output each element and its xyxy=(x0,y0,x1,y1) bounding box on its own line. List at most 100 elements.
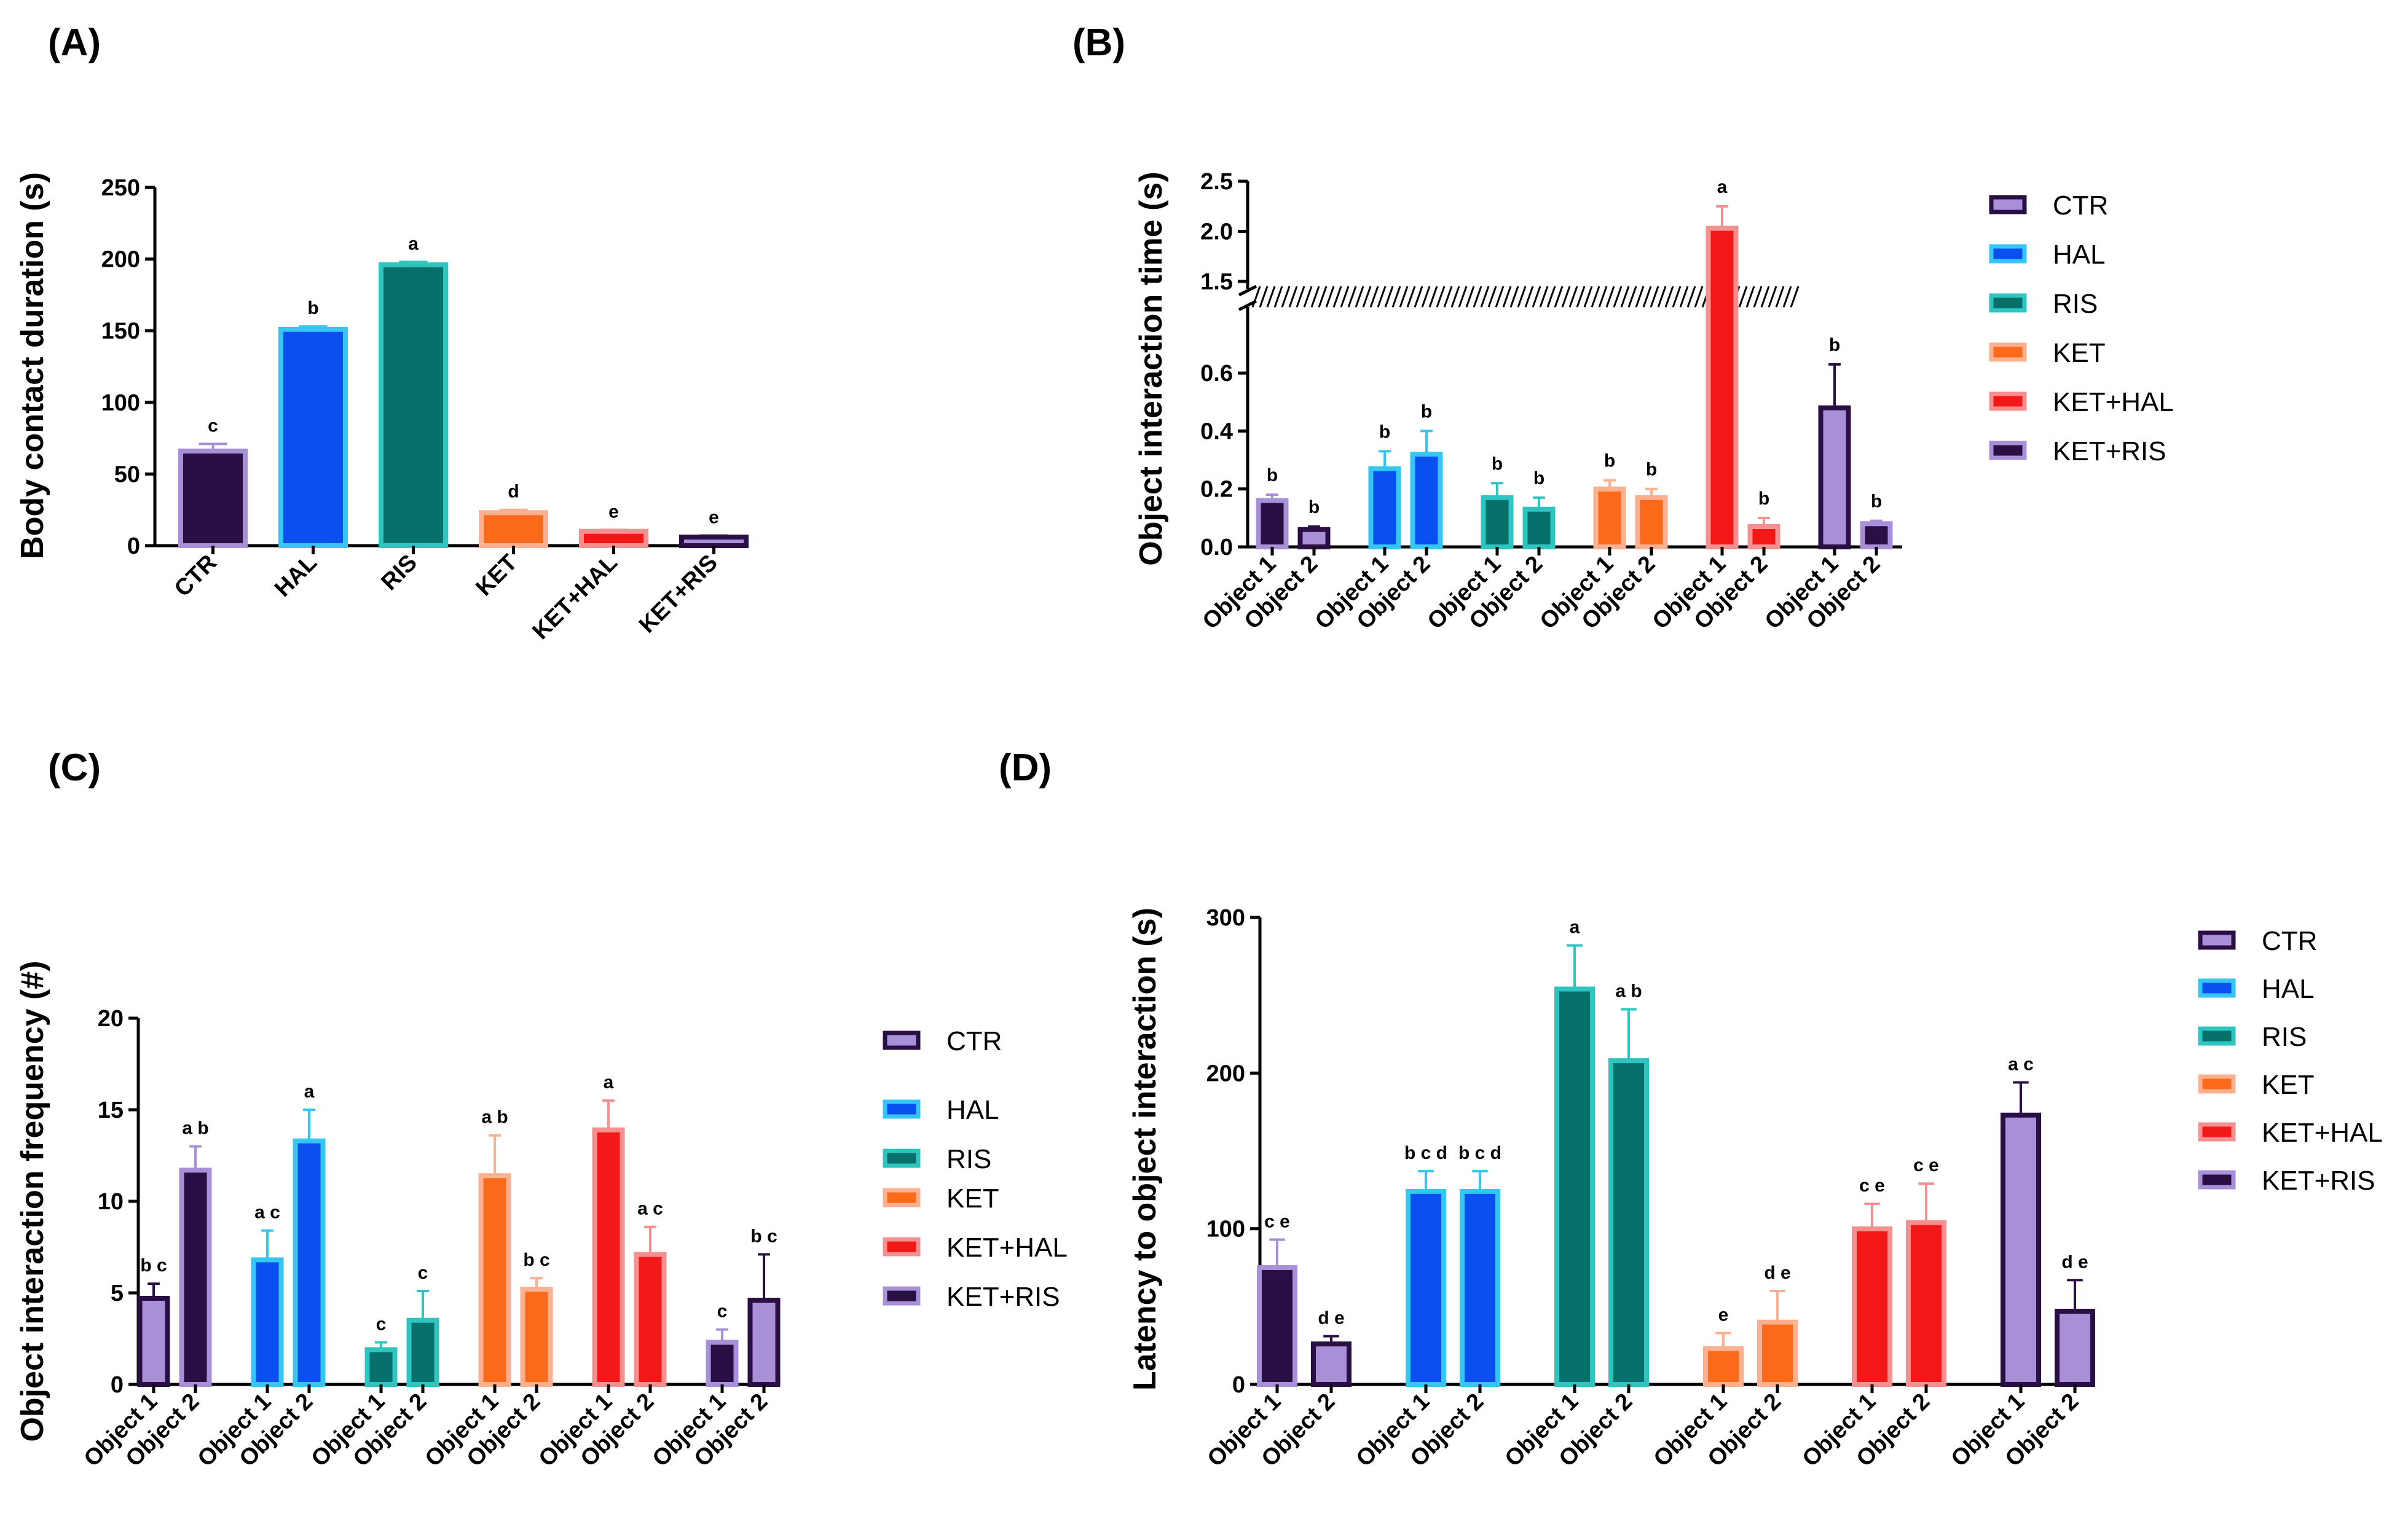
sig-label-11: b c xyxy=(750,1226,777,1246)
legend-label-5: KET+RIS xyxy=(2262,1166,2375,1196)
sig-label-4: e xyxy=(608,501,619,522)
sig-label-8: a xyxy=(1717,177,1728,197)
y-tick-label-upper-0: 1.5 xyxy=(1200,269,1233,295)
hatch-line xyxy=(1539,286,1549,308)
sig-label-7: d e xyxy=(1764,1263,1790,1283)
legend-swatch-3 xyxy=(1989,342,2027,362)
bar-0 xyxy=(1257,1265,1297,1387)
legend-label-2: RIS xyxy=(2262,1022,2307,1052)
y-tick-label-1: 100 xyxy=(1206,1217,1245,1242)
sig-label-7: b xyxy=(1646,460,1657,480)
legend-label-1: HAL xyxy=(2262,974,2315,1004)
legend-swatch-5 xyxy=(2198,1170,2236,1190)
panel-letter: (B) xyxy=(1072,22,1125,64)
x-tick-label-3: KET xyxy=(471,550,522,601)
hatch-line xyxy=(1362,286,1372,308)
y-tick-label-4: 20 xyxy=(98,1006,124,1032)
hatch-line xyxy=(1436,286,1446,308)
sig-label-5: e xyxy=(709,508,719,528)
hatch-line xyxy=(1561,286,1571,308)
x-tick-label-0: CTR xyxy=(170,550,222,602)
y-axis-title: Object interaction frequency (#) xyxy=(15,960,50,1442)
hatch-line xyxy=(1377,286,1387,308)
bar-2 xyxy=(379,262,448,548)
bar-7 xyxy=(1757,1319,1798,1388)
bar-5 xyxy=(679,535,749,548)
panel-d: (D) 0 100 200 300 Latency to object interacti… xyxy=(999,747,2383,1472)
bar-8 xyxy=(592,1127,625,1388)
hatch-line xyxy=(1598,286,1608,308)
hatch-line xyxy=(1384,286,1394,308)
sig-label-2: b xyxy=(1379,422,1390,442)
y-tick-label-0: 0 xyxy=(111,1372,124,1398)
hatch-line xyxy=(1480,286,1490,308)
hatch-line xyxy=(1273,286,1283,308)
legend-swatch-2 xyxy=(2198,1026,2236,1046)
bar-1 xyxy=(1297,527,1331,550)
hatch-line xyxy=(1406,286,1416,308)
sig-label-9: a c xyxy=(637,1199,663,1219)
legend-label-3: KET xyxy=(2053,338,2106,368)
hatch-line xyxy=(1694,286,1704,308)
hatch-line xyxy=(1760,286,1770,308)
sig-label-1: b xyxy=(307,298,318,318)
legend-swatch-0 xyxy=(1989,195,2027,214)
legend-swatch-5 xyxy=(883,1286,921,1306)
y-tick-label-3: 15 xyxy=(98,1097,124,1123)
hatch-line xyxy=(1583,286,1593,308)
sig-label-4: b xyxy=(1492,453,1503,474)
hatch-line xyxy=(1310,286,1320,308)
bar-5 xyxy=(1608,1058,1649,1387)
x-tick-label-5: KET+RIS xyxy=(634,550,723,638)
legend-swatch-1 xyxy=(1989,244,2027,264)
legend-label-0: CTR xyxy=(2262,926,2317,956)
bar-4 xyxy=(364,1347,398,1387)
legend-swatch-2 xyxy=(1989,293,2027,313)
hatch-line xyxy=(1296,286,1305,308)
sig-label-1: a b xyxy=(182,1118,208,1139)
legend-label-2: RIS xyxy=(946,1144,991,1174)
sig-label-8: c e xyxy=(1859,1176,1885,1196)
bar-2 xyxy=(1368,466,1401,550)
hatch-line xyxy=(1576,286,1586,308)
legend-swatch-3 xyxy=(883,1188,921,1207)
bar-8 xyxy=(1852,1226,1892,1387)
hatch-line xyxy=(1532,286,1541,308)
bar-1 xyxy=(278,326,348,548)
sig-label-7: b c xyxy=(523,1250,549,1270)
hatch-line xyxy=(1679,286,1689,308)
sig-label-11: d e xyxy=(2061,1252,2088,1272)
sig-label-6: e xyxy=(1718,1305,1729,1325)
y-tick-label-0: 0 xyxy=(127,533,140,559)
legend-label-1: HAL xyxy=(2053,240,2106,270)
sig-label-10: a c xyxy=(2008,1054,2034,1075)
bar-4 xyxy=(579,528,648,548)
sig-label-4: c xyxy=(376,1314,387,1334)
y-tick-label-lower-2: 0.4 xyxy=(1200,418,1233,444)
legend-label-0: CTR xyxy=(946,1026,1002,1056)
y-tick-label-2: 10 xyxy=(98,1189,124,1215)
y-tick-label-2: 100 xyxy=(101,390,140,416)
legend-label-2: RIS xyxy=(2053,289,2098,319)
sig-label-0: b c xyxy=(140,1255,167,1276)
bar-11 xyxy=(2055,1308,2095,1388)
hatch-line xyxy=(1642,286,1652,308)
bar-4 xyxy=(1481,495,1514,549)
bar-10 xyxy=(2001,1112,2041,1387)
legend-swatch-0 xyxy=(2198,930,2236,950)
sig-label-8: a xyxy=(604,1072,614,1093)
hatch-line xyxy=(1318,286,1328,308)
sig-label-6: a b xyxy=(481,1107,508,1128)
panel-letter: (C) xyxy=(48,747,101,789)
sig-label-11: b xyxy=(1871,492,1882,512)
sig-label-2: b c d xyxy=(1404,1143,1447,1163)
hatch-line xyxy=(1473,286,1482,308)
bar-2 xyxy=(251,1257,284,1388)
sig-label-1: d e xyxy=(1318,1308,1344,1328)
bar-6 xyxy=(1593,486,1626,550)
sig-label-3: a xyxy=(304,1081,315,1102)
legend-swatch-4 xyxy=(883,1237,921,1257)
legend-label-4: KET+HAL xyxy=(2053,387,2174,417)
